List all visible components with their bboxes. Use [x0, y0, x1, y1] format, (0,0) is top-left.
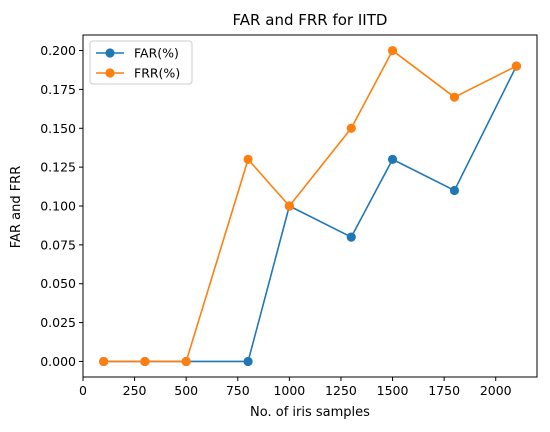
- data-point-0-6: [387, 154, 398, 164]
- data-point-1-1: [140, 356, 150, 367]
- x-tick-label: 250: [123, 383, 147, 398]
- y-tick-label: 0.050: [40, 276, 76, 291]
- x-tick-label: 2000: [480, 383, 512, 398]
- x-tick-label: 1750: [428, 383, 460, 398]
- y-tick-label: 0.200: [40, 43, 76, 58]
- x-tick-label: 1500: [377, 383, 409, 398]
- plot-area: 0 250 500 750 1000 1250 1500 1750 2000 0.000 0.025…: [40, 34, 538, 398]
- y-tick-label: 0.100: [40, 199, 76, 214]
- chart-title: FAR and FRR for IITD: [233, 11, 388, 29]
- legend: FAR(%) FRR(%): [89, 40, 193, 85]
- data-point-1-6: [387, 45, 398, 56]
- data-point-0-7: [449, 185, 460, 196]
- x-tick-label: 750: [226, 383, 250, 398]
- y-tick-label: 0.075: [40, 237, 76, 252]
- data-point-0-3: [243, 356, 253, 367]
- legend-label-0: FAR(%): [134, 46, 179, 61]
- data-point-1-3: [243, 154, 253, 164]
- x-tick-label: 1000: [273, 383, 305, 398]
- y-tick-label: 0.125: [40, 160, 76, 175]
- x-axis-label: No. of iris samples: [250, 405, 370, 420]
- data-point-0-5: [346, 232, 356, 242]
- y-tick-label: 0.025: [40, 315, 76, 330]
- x-tick-label: 500: [174, 383, 198, 398]
- data-point-1-2: [181, 356, 191, 367]
- legend-marker-1: [105, 68, 115, 78]
- x-tick-label: 1250: [325, 383, 357, 398]
- series-line-0: [103, 65, 518, 363]
- y-tick-label: 0.175: [40, 82, 76, 97]
- plot-frame: [82, 34, 538, 378]
- data-point-1-5: [346, 123, 356, 133]
- y-axis-label: FAR and FRR: [9, 166, 24, 248]
- data-point-1-0: [99, 356, 109, 367]
- y-tick-label: 0.000: [40, 354, 76, 369]
- x-tick-label: 0: [79, 383, 87, 398]
- legend-label-1: FRR(%): [134, 66, 180, 81]
- data-point-1-7: [449, 92, 460, 102]
- data-point-1-4: [284, 201, 294, 211]
- y-tick-label: 0.150: [40, 121, 76, 136]
- data-point-1-8: [511, 61, 521, 71]
- legend-marker-0: [105, 48, 115, 58]
